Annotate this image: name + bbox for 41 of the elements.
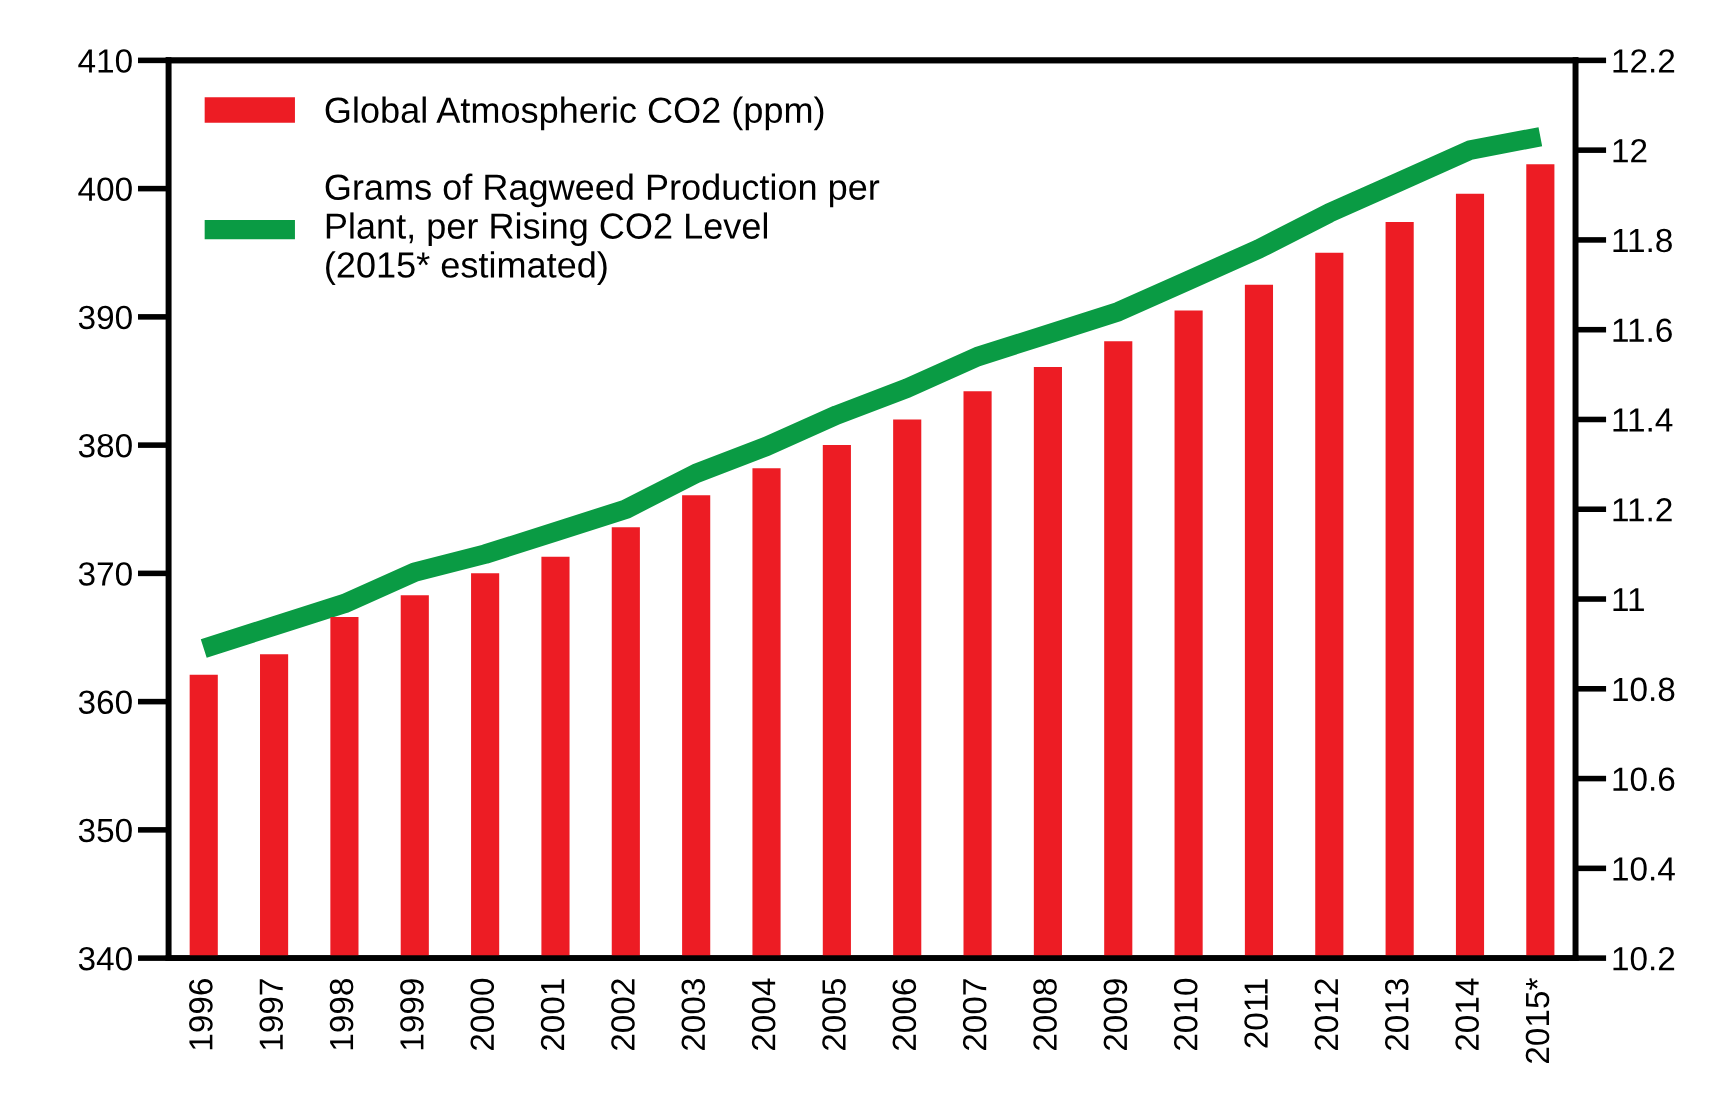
y2-tick-label: 10.4 [1613, 857, 1675, 881]
y-tick-label: 340 [78, 946, 132, 971]
x-tick-label: 2007 [962, 979, 987, 1051]
x-tick-label: 2014 [1455, 978, 1479, 1051]
x-tick-label: 2003 [681, 979, 706, 1051]
x-tick-label: 2009 [1103, 979, 1128, 1051]
x-tick-label: 2001 [540, 979, 565, 1051]
legend-label: Global Atmospheric CO2 (ppm) [325, 96, 824, 131]
x-tick-label: 2000 [470, 978, 495, 1051]
y2-tick-label: 10.2 [1613, 946, 1675, 971]
y2-tick-label: 12.2 [1613, 49, 1675, 73]
x-tick-label: 2004 [751, 978, 776, 1051]
x-tick-label: 2010 [1173, 978, 1198, 1051]
y-tick-label: 390 [78, 305, 132, 330]
x-tick-label: 2015* [1525, 978, 1550, 1064]
x-tick-label: 2008 [1033, 979, 1057, 1051]
x-tick-label: 2013 [1384, 979, 1409, 1051]
y2-tick-label: 11.2 [1613, 498, 1672, 522]
y-tick-label: 370 [78, 562, 132, 586]
x-tick-label: 2005 [822, 978, 846, 1051]
y-tick-label: 410 [78, 49, 132, 73]
y-tick-label: 400 [78, 177, 132, 202]
y-tick-label: 350 [78, 818, 132, 843]
y2-tick-label: 11.6 [1613, 318, 1672, 343]
x-tick-label: 2011 [1244, 979, 1268, 1048]
y2-tick-label: 10.6 [1613, 767, 1675, 791]
x-tick-label: 2002 [611, 979, 635, 1051]
y2-tick-label: 10.8 [1613, 677, 1675, 702]
y2-tick-label: 12 [1613, 138, 1647, 163]
legend-label: Grams of Ragweed Production per Plant, per Rising CO2 Level (2015* estimated) [325, 173, 880, 285]
x-tick-label: 1998 [329, 979, 354, 1050]
x-tick-label: 2012 [1314, 979, 1339, 1051]
y2-tick-label: 11.4 [1613, 408, 1673, 432]
x-tick-label: 2006 [892, 979, 917, 1051]
y-tick-label: 380 [78, 433, 132, 458]
y2-tick-label: 11 [1613, 588, 1644, 612]
x-tick-label: 1996 [189, 979, 213, 1050]
y2-tick-label: 11.8 [1613, 228, 1672, 253]
y-tick-label: 360 [78, 690, 132, 715]
x-tick-label: 1999 [400, 979, 424, 1050]
x-tick-label: 1997 [259, 979, 284, 1050]
